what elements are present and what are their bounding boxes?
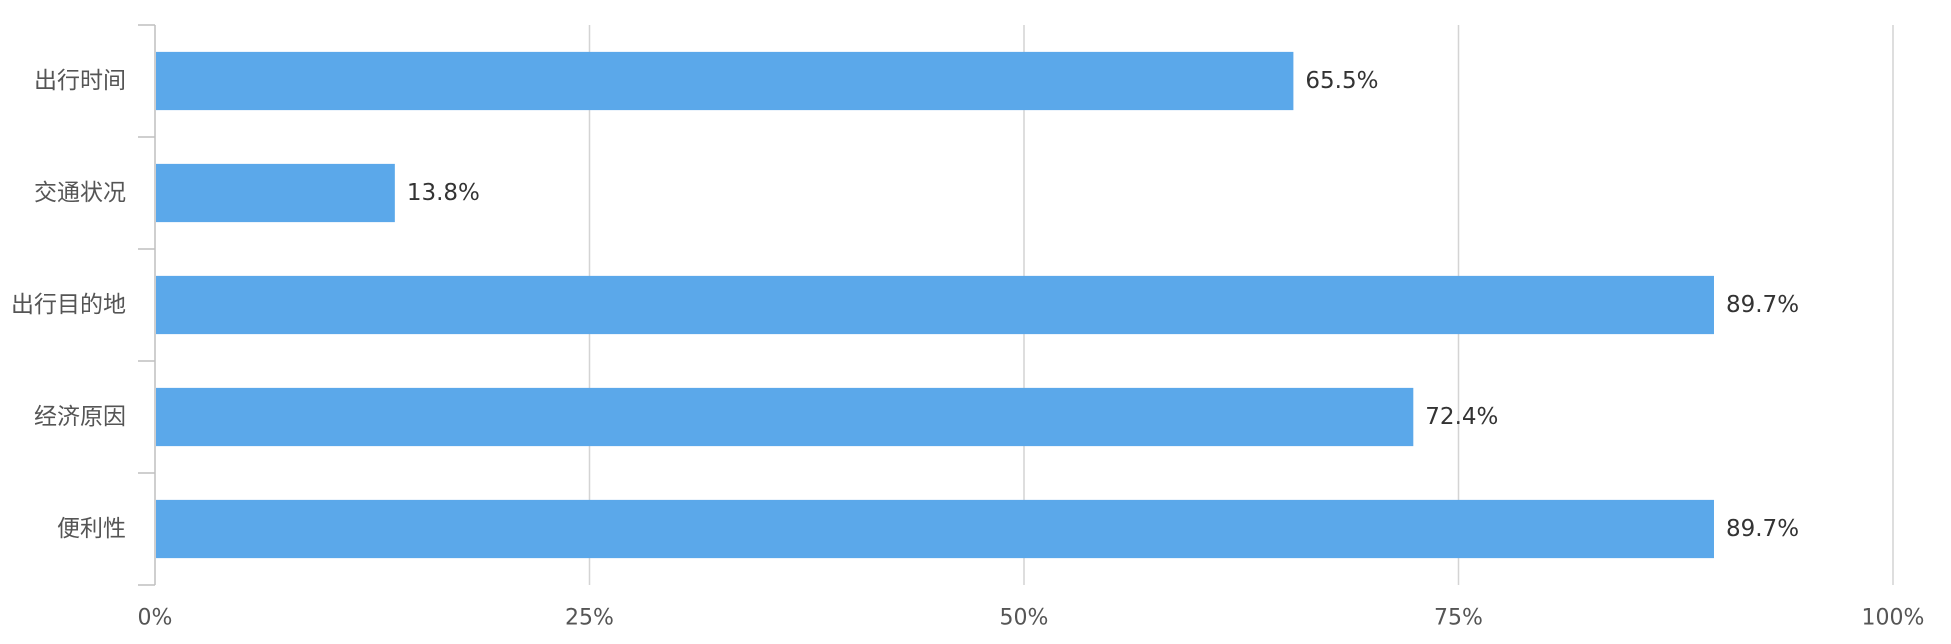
bar (156, 163, 395, 223)
x-tick-label: 100% (1862, 606, 1925, 631)
data-label: 89.7% (1726, 292, 1799, 318)
y-category-label: 便利性 (57, 516, 126, 542)
data-label: 65.5% (1305, 68, 1378, 94)
bar (156, 275, 1714, 335)
y-category-label: 出行时间 (34, 68, 126, 94)
y-category-label: 交通状况 (34, 180, 126, 206)
bar (156, 499, 1714, 559)
bars (156, 51, 1714, 559)
x-tick-label: 75% (1434, 606, 1483, 631)
bar (156, 51, 1294, 111)
data-label: 13.8% (407, 180, 480, 206)
x-tick-label: 0% (138, 606, 173, 631)
y-category-label: 出行目的地 (11, 292, 126, 318)
data-label: 72.4% (1425, 404, 1498, 430)
x-tick-label: 50% (1000, 606, 1049, 631)
y-category-label: 经济原因 (34, 404, 126, 430)
bar (156, 387, 1414, 447)
axes (138, 24, 156, 586)
x-tick-label: 25% (565, 606, 614, 631)
data-label: 89.7% (1726, 516, 1799, 542)
labels: 出行时间 65.5% 交通状况 13.8% 出行目的地 89.7% 经济原因 72.4% 便利性… (11, 68, 1924, 631)
